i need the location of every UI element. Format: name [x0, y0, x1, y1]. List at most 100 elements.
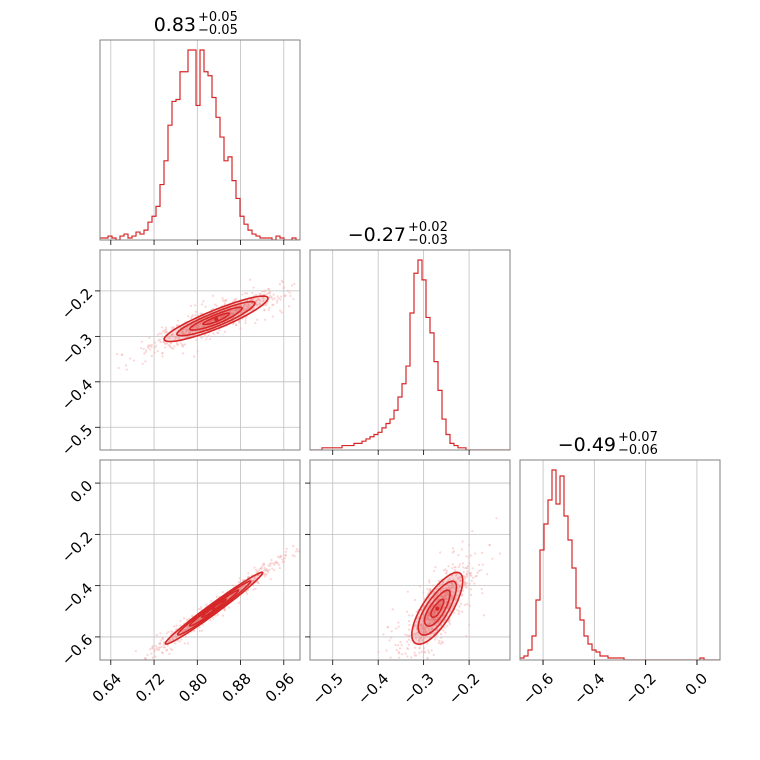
- scatter-point: [200, 303, 204, 306]
- scatter-point: [253, 566, 256, 569]
- scatter-point: [423, 597, 426, 600]
- scatter-point: [456, 608, 459, 612]
- scatter-point: [258, 302, 261, 305]
- scatter-point: [222, 299, 225, 302]
- scatter-point: [150, 345, 153, 349]
- scatter-point: [452, 591, 455, 594]
- scatter-point: [316, 269, 318, 271]
- scatter-point: [404, 633, 407, 636]
- scatter-point: [159, 632, 162, 635]
- scatter-point: [432, 621, 435, 624]
- scatter-point: [215, 595, 218, 598]
- scatter-point: [476, 571, 479, 574]
- scatter-point: [278, 566, 281, 570]
- scatter-point: [252, 588, 255, 591]
- scatter-point: [145, 349, 148, 352]
- scatter-point: [473, 582, 476, 585]
- scatter-point: [420, 608, 423, 611]
- scatter-point: [256, 303, 259, 306]
- scatter-point: [442, 621, 445, 624]
- scatter-point: [438, 639, 441, 643]
- scatter-point: [475, 574, 478, 578]
- scatter-point: [423, 651, 427, 654]
- scatter-point: [227, 596, 231, 599]
- scatter-point: [285, 550, 288, 553]
- scatter-point: [271, 298, 274, 301]
- scatter-point: [116, 352, 119, 356]
- scatter-point: [247, 304, 250, 307]
- scatter-point: [174, 337, 177, 340]
- scatter-point: [147, 346, 150, 350]
- scatter-point: [423, 627, 426, 630]
- scatter-point: [441, 582, 444, 586]
- scatter-point: [197, 325, 200, 328]
- scatter-point: [150, 354, 153, 358]
- scatter-point: [439, 642, 442, 645]
- scatter-point: [388, 639, 391, 642]
- scatter-point: [214, 614, 217, 617]
- scatter-point: [276, 295, 279, 298]
- scatter-point: [478, 563, 481, 567]
- scatter-point: [471, 576, 475, 579]
- scatter-point: [317, 538, 319, 540]
- scatter-point: [427, 649, 430, 652]
- scatter-point: [474, 552, 477, 555]
- scatter-point: [468, 604, 471, 607]
- ytick-label-1-1: −0.4: [58, 375, 96, 413]
- scatter-point: [189, 316, 193, 320]
- scatter-point: [406, 655, 409, 658]
- scatter-point: [157, 648, 161, 651]
- ytick-label-1-3: −0.2: [58, 285, 96, 323]
- scatter-point: [204, 305, 207, 308]
- scatter-point: [387, 663, 389, 665]
- scatter-point: [221, 590, 224, 594]
- scatter-point: [463, 584, 466, 587]
- scatter-point: [173, 636, 176, 639]
- grid-layer: [100, 40, 698, 660]
- scatter-point: [405, 673, 407, 675]
- scatter-point: [292, 297, 295, 301]
- scatter-point: [275, 301, 278, 304]
- scatter-point: [265, 568, 269, 571]
- panel-frame-0-1: [99, 249, 301, 451]
- scatter-point: [237, 601, 241, 604]
- scatter-point: [477, 569, 481, 572]
- title-value-1: −0.27: [348, 224, 406, 246]
- scatter-point: [428, 651, 431, 654]
- ytick-label-2-2: −0.2: [58, 528, 96, 566]
- scatter-point: [407, 620, 411, 623]
- scatter-point: [241, 579, 245, 582]
- scatter-point: [412, 633, 415, 636]
- scatter-point: [455, 574, 458, 577]
- scatter-point: [156, 333, 159, 336]
- scatter-point: [269, 294, 272, 297]
- scatter-point: [434, 636, 437, 639]
- scatter-point: [221, 297, 224, 300]
- scatter-point: [52, 371, 54, 373]
- scatter-point: [470, 574, 473, 577]
- scatter-point: [194, 314, 197, 317]
- scatter-point: [121, 672, 123, 674]
- scatter-point: [385, 649, 388, 652]
- scatter-point: [432, 614, 435, 617]
- scatter-point: [285, 547, 288, 550]
- xtick-label-0-2: 0.80: [175, 670, 211, 706]
- scatter-point: [206, 335, 209, 338]
- scatter-point: [272, 293, 275, 296]
- scatter-point: [398, 656, 401, 659]
- scatter-point: [157, 339, 160, 342]
- scatter-point: [442, 596, 446, 599]
- panel-2d-0-2: [121, 538, 319, 674]
- scatter-point: [168, 652, 171, 655]
- scatter-point: [200, 607, 203, 611]
- scatter-point: [418, 585, 422, 588]
- scatter-point: [163, 342, 166, 345]
- scatter-point: [163, 646, 167, 649]
- scatter-point: [396, 661, 398, 663]
- scatter-point: [193, 355, 196, 358]
- scatter-point: [429, 621, 432, 625]
- scatter-point: [399, 640, 402, 644]
- xtick-label-1-2: −0.3: [399, 670, 437, 708]
- scatter-point: [395, 649, 398, 652]
- scatter-point: [426, 642, 429, 645]
